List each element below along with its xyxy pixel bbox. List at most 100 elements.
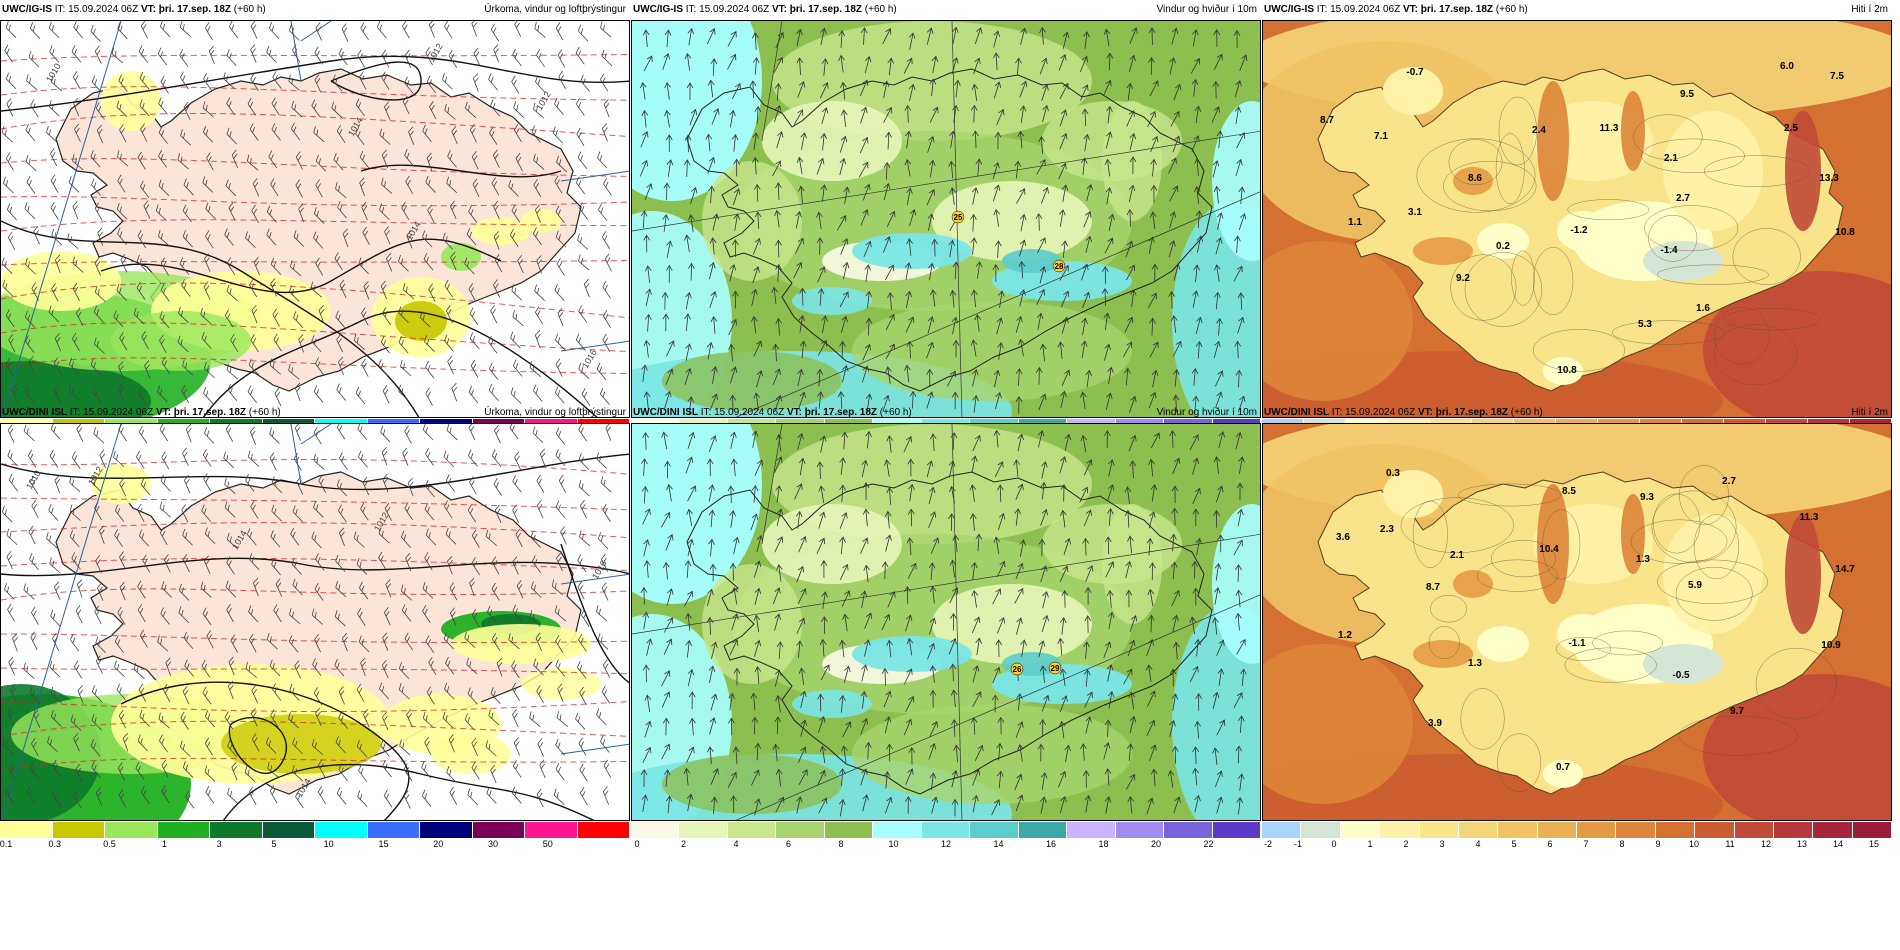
wind-barb (529, 610, 541, 627)
isotherm (1555, 636, 1611, 661)
temperature-contour (1, 497, 629, 511)
wind-arrow (1018, 239, 1027, 257)
wind-barb (575, 333, 586, 351)
wind-arrow (775, 317, 783, 336)
wind-arrow (949, 587, 959, 604)
wind-arrow (1167, 770, 1175, 788)
wind-arrow (865, 317, 873, 336)
wind-barb (580, 74, 591, 92)
wind-arrow (641, 485, 649, 504)
wind-arrow (1218, 431, 1226, 449)
wind-arrow (975, 637, 982, 656)
wind-arrow (688, 214, 695, 232)
wind-arrow (772, 743, 780, 762)
wind-barb (298, 334, 304, 353)
wind-barb (67, 233, 79, 250)
wind-barb (49, 147, 58, 167)
wind-barb (204, 737, 214, 756)
wind-arrow (928, 159, 936, 178)
isobar (203, 310, 598, 417)
wind-arrow (929, 106, 939, 123)
field-patch (1621, 494, 1645, 574)
wind-arrow (1017, 130, 1025, 149)
wind-barb (203, 72, 212, 91)
wind-barb (315, 357, 324, 376)
wind-barb (250, 334, 259, 353)
wind-barb (536, 474, 545, 493)
wind-barb (48, 100, 60, 117)
legend-swatch (921, 822, 971, 838)
wind-arrow (1035, 366, 1043, 385)
wind-arrow (711, 641, 718, 659)
wind-arrow (928, 562, 936, 581)
wind-barb (140, 21, 148, 39)
wind-barb (359, 71, 367, 90)
legend-swatch (970, 822, 1019, 838)
wind-arrow (839, 291, 849, 308)
wind-arrow (1059, 456, 1067, 474)
wind-barb (362, 476, 370, 496)
wind-barb (249, 123, 259, 141)
wind-arrow (904, 796, 912, 814)
wind-arrow (1107, 366, 1114, 385)
wind-barb (496, 658, 503, 677)
wind-barb (182, 447, 189, 466)
map-canvas: 26 29 (631, 423, 1261, 821)
isotherm (1693, 514, 1740, 580)
wind-arrow (885, 534, 892, 552)
wind-barb (228, 656, 235, 676)
wind-barb (24, 202, 36, 219)
wind-arrow (711, 366, 718, 384)
wind-barb (250, 21, 258, 39)
wind-barb (532, 384, 543, 402)
isotherm (1630, 519, 1728, 564)
wind-barb (465, 101, 477, 118)
wind-arrow (1084, 794, 1092, 813)
wind-arrow (1235, 589, 1243, 608)
wind-barb (511, 660, 520, 679)
wind-barb (532, 227, 542, 246)
wind-arrow (798, 314, 806, 333)
wind-barb (445, 474, 456, 492)
wind-barb (445, 305, 454, 324)
wind-barb (5, 152, 14, 171)
wind-arrow (906, 187, 913, 206)
wind-barb (51, 283, 59, 302)
wind-arrow (661, 743, 671, 760)
model-name: UWC/DINI ISL (1264, 407, 1329, 418)
wind-barb (119, 124, 127, 143)
isotherm (1460, 688, 1505, 750)
field-patch (1703, 271, 1891, 417)
wind-arrow (972, 691, 982, 708)
wind-arrow (1038, 538, 1046, 557)
wind-arrow (753, 392, 761, 410)
wind-barb (312, 658, 322, 676)
wind-arrow (1212, 747, 1219, 765)
wind-barb (597, 633, 609, 650)
wind-barb (380, 739, 390, 757)
wind-arrow (685, 639, 693, 658)
wind-arrow (643, 339, 651, 358)
wind-arrow (685, 291, 692, 310)
max-gust-label: 29 (1051, 664, 1060, 673)
wind-barb (443, 450, 455, 468)
wind-arrow (1017, 433, 1025, 452)
wind-barb (422, 124, 432, 143)
wind-arrow (1236, 132, 1246, 149)
wind-barb (53, 384, 61, 404)
wind-barb (51, 789, 63, 807)
wind-barb (6, 203, 17, 221)
wind-barb (7, 603, 15, 622)
legend-tick: 9 (1655, 839, 1661, 849)
wind-arrow (1015, 721, 1024, 738)
wind-barb (313, 207, 325, 224)
wind-arrow (1106, 508, 1114, 526)
wind-barb (310, 281, 323, 298)
wind-barb (469, 332, 480, 350)
wind-barb (403, 763, 413, 782)
wind-arrow (644, 694, 652, 713)
wind-barb (185, 424, 192, 443)
wind-barb (158, 179, 170, 197)
wind-arrow (1169, 185, 1179, 202)
wind-barb (603, 759, 612, 778)
